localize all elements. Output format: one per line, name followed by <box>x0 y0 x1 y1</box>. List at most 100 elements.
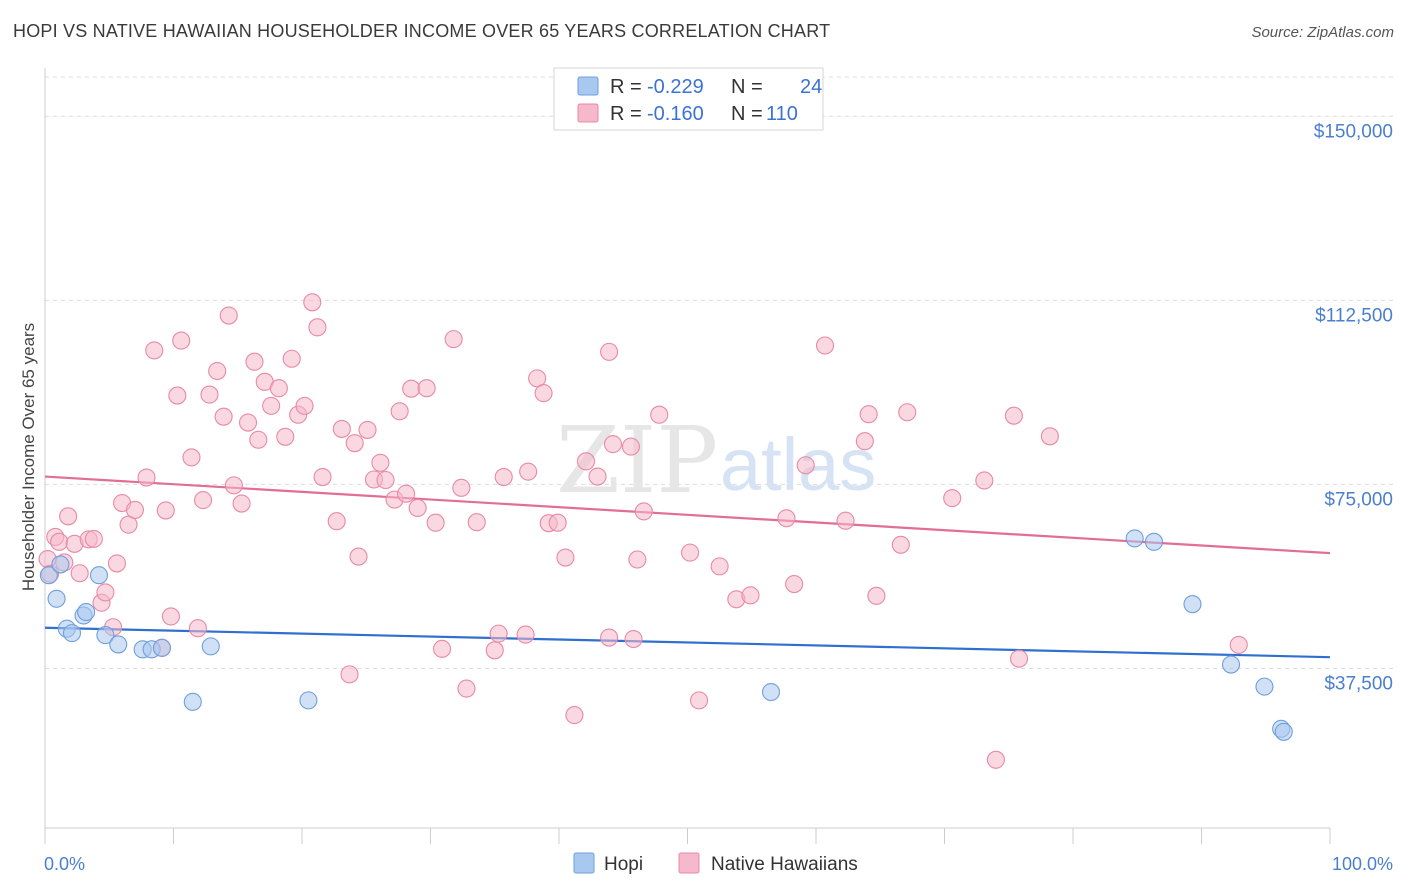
series-native-hawaiians-points <box>38 293 1248 769</box>
data-point <box>152 638 171 657</box>
data-point <box>358 420 377 439</box>
data-point <box>1144 532 1164 551</box>
data-point <box>269 379 288 398</box>
legend-n-label-hopi: N = <box>731 76 763 98</box>
data-point <box>796 456 815 475</box>
data-point <box>262 396 281 415</box>
data-point <box>855 432 874 451</box>
chart-title: HOPI VS NATIVE HAWAIIAN HOUSEHOLDER INCO… <box>13 21 831 41</box>
data-point <box>109 635 128 654</box>
data-point <box>1229 635 1248 654</box>
data-point <box>417 379 436 398</box>
data-point <box>898 403 917 422</box>
data-point <box>282 349 301 368</box>
data-point <box>603 435 623 454</box>
data-point <box>452 478 471 497</box>
data-point <box>107 554 127 573</box>
legend-r-label-hopi: R = <box>610 76 642 98</box>
data-point <box>494 467 513 487</box>
data-point <box>624 629 643 649</box>
data-point <box>836 511 855 530</box>
data-point <box>125 500 144 519</box>
data-point <box>137 468 156 487</box>
data-point <box>548 513 567 532</box>
data-point <box>295 396 314 415</box>
data-point <box>168 386 187 405</box>
data-point <box>183 692 202 711</box>
data-point <box>815 336 835 355</box>
data-point <box>96 626 115 645</box>
data-point <box>785 574 804 594</box>
data-point <box>1004 406 1023 425</box>
y-tick-label: $150,000 <box>1314 121 1393 142</box>
series-legend-swatch-hopi <box>573 852 595 874</box>
data-point <box>245 352 264 371</box>
data-point <box>345 434 364 453</box>
data-point <box>77 602 96 622</box>
y-tick-label: $112,500 <box>1315 305 1393 326</box>
y-tick-labels: $37,500 $75,000 $112,500 $150,000 <box>1314 121 1393 694</box>
data-point <box>681 543 700 562</box>
legend-swatch-hopi <box>577 76 599 96</box>
data-point <box>47 589 66 608</box>
data-point <box>534 384 553 403</box>
data-point <box>156 501 175 520</box>
data-point <box>600 628 619 647</box>
data-point <box>519 462 538 481</box>
x-tick-label-end: 100.0% <box>1332 854 1393 874</box>
legend-n-value-native-hawaiians: 110 <box>766 103 798 125</box>
data-point <box>276 427 295 446</box>
trend-lines <box>44 475 1331 659</box>
data-point <box>402 379 421 398</box>
data-point <box>1125 529 1144 548</box>
data-point <box>621 437 641 456</box>
data-point <box>588 467 607 486</box>
legend-r-value-native-hawaiians: -0.160 <box>647 103 704 125</box>
data-point <box>313 467 332 487</box>
trend-line-hopi <box>44 626 1331 659</box>
data-point <box>710 557 729 576</box>
data-point <box>457 679 476 698</box>
trend-line-native-hawaiians <box>44 475 1331 555</box>
data-point <box>161 607 180 626</box>
data-point <box>96 583 115 602</box>
data-point <box>249 430 268 449</box>
data-point <box>859 405 878 424</box>
data-point <box>634 502 653 521</box>
data-point <box>489 624 508 643</box>
data-point <box>1255 677 1274 696</box>
data-point <box>172 331 191 350</box>
series-legend-label-native-hawaiians: Native Hawaiians <box>711 854 858 875</box>
data-point <box>59 507 78 526</box>
data-point <box>70 564 89 583</box>
data-point <box>308 318 327 337</box>
stats-legend: R = -0.229 N = 24 R = -0.160 N = 110 <box>553 67 824 131</box>
data-point <box>975 471 994 490</box>
data-point <box>327 512 346 531</box>
data-point <box>224 476 243 495</box>
series-hopi-points <box>39 529 1293 741</box>
legend-swatch-native-hawaiians <box>577 103 599 123</box>
data-point <box>303 293 322 312</box>
data-point <box>1222 655 1241 674</box>
data-point <box>556 548 575 567</box>
data-point <box>433 639 452 658</box>
data-point <box>201 637 220 656</box>
data-point <box>214 407 233 426</box>
data-point <box>891 535 910 554</box>
data-point <box>1040 427 1059 446</box>
data-point <box>565 706 584 725</box>
data-point <box>50 532 69 551</box>
data-point <box>89 566 109 585</box>
data-point <box>1274 722 1293 741</box>
data-point <box>1009 649 1029 668</box>
y-axis-title: Householder Income Over 65 years <box>19 323 38 591</box>
x-tick-label-start: 0.0% <box>44 854 85 874</box>
data-point <box>51 555 70 574</box>
data-point <box>690 691 709 710</box>
data-point <box>238 413 258 432</box>
data-point <box>943 489 962 508</box>
legend-r-label-native-hawaiians: R = <box>610 103 642 125</box>
chart-source: Source: ZipAtlas.com <box>1251 24 1394 41</box>
